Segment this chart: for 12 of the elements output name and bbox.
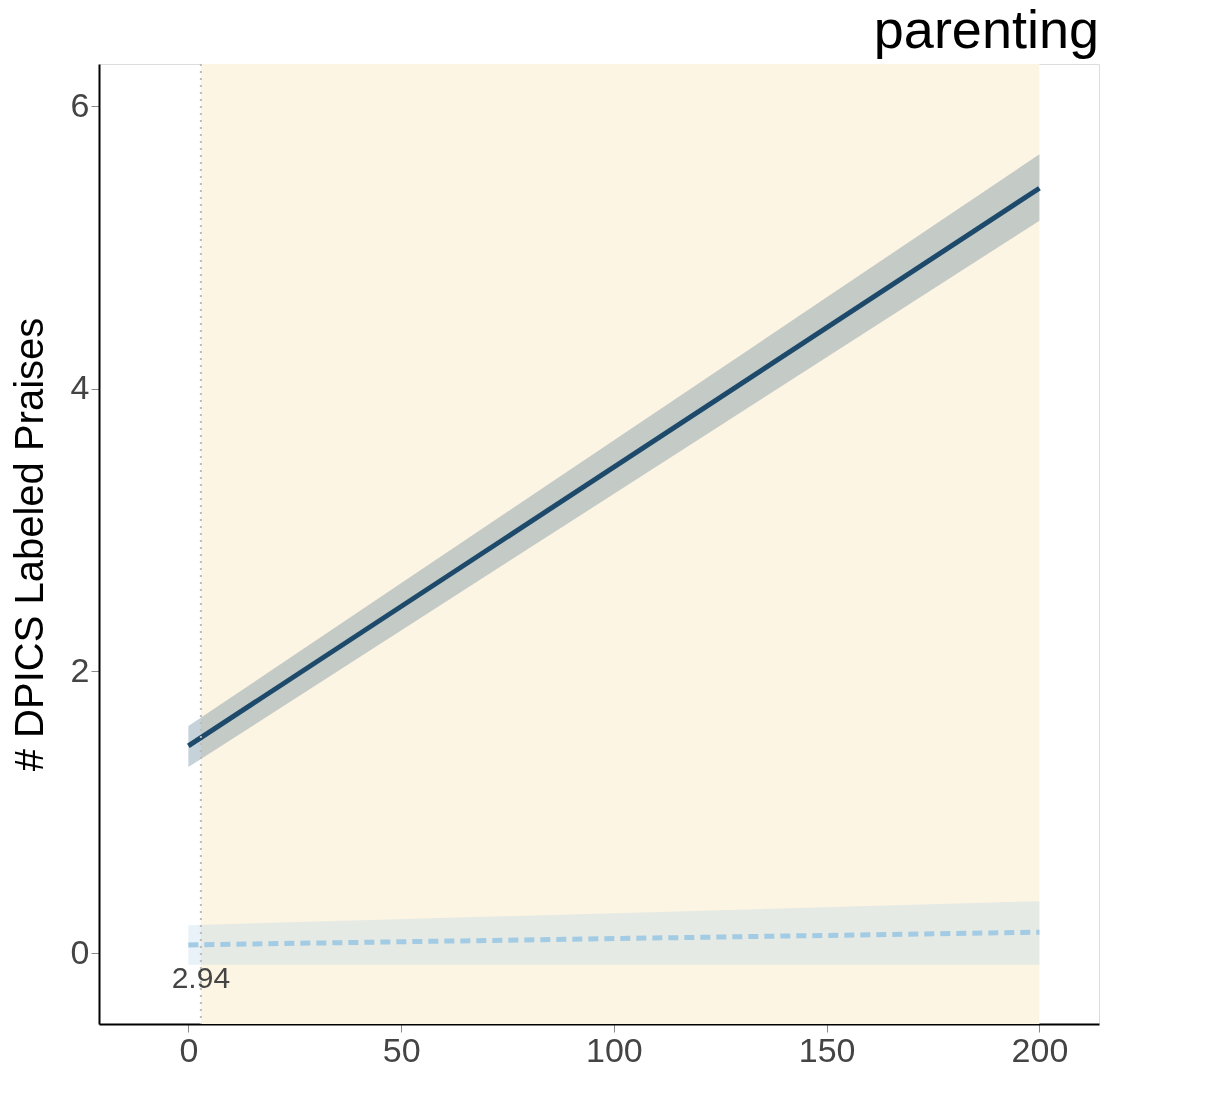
x-tick-label: 100 [586, 1030, 643, 1069]
y-axis-title: # DPICS Labeled Praises [6, 317, 51, 772]
x-tick-label: 200 [1011, 1030, 1069, 1069]
chart-title: parenting [873, 0, 1099, 59]
x-tick-label: 0 [179, 1030, 199, 1069]
x-tick-label: 50 [382, 1030, 421, 1069]
y-tick-label: 0 [70, 932, 90, 971]
y-tick-label: 4 [70, 368, 90, 407]
y-tick-label: 2 [70, 650, 90, 689]
x-tick-label: 150 [798, 1030, 856, 1069]
y-tick-label: 6 [70, 85, 90, 124]
ref-line-label: 2.94 [171, 961, 231, 994]
